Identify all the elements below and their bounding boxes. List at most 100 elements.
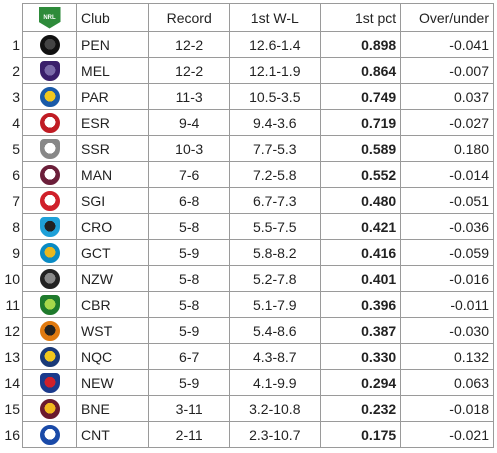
first-wl-value: 5.4-8.6	[228, 317, 321, 344]
over-under-value: -0.011	[400, 291, 494, 318]
record-value: 5-8	[148, 265, 230, 292]
over-under-value: -0.059	[400, 239, 494, 266]
bulldog-icon	[39, 424, 60, 445]
rank-number: 5	[12, 140, 20, 157]
team-logo-cell	[21, 83, 78, 110]
team-logo-cell	[21, 109, 78, 136]
over-under-value: 0.180	[400, 135, 494, 162]
knight-icon	[39, 372, 60, 393]
first-wl-value: 12.1-1.9	[228, 57, 321, 84]
header-over-under: Over/under	[400, 3, 494, 32]
club-code: GCT	[76, 239, 150, 266]
first-wl-value: 7.7-5.3	[228, 135, 321, 162]
sea-eagle-icon	[39, 164, 60, 185]
rank-number: 9	[12, 244, 20, 261]
ladder-table: NRL Club Record 1st W-L 1st pct Over/und…	[21, 3, 494, 448]
shark-icon	[39, 216, 60, 237]
table-row: GCT 5-9 5.8-8.2 0.416 -0.059	[21, 239, 494, 266]
over-under-value: 0.132	[400, 343, 494, 370]
club-code: WST	[76, 317, 150, 344]
table-row: WST 5-9 5.4-8.6 0.387 -0.030	[21, 317, 494, 344]
club-code: PEN	[76, 31, 150, 58]
over-under-value: -0.007	[400, 57, 494, 84]
table-row: MAN 7-6 7.2-5.8 0.552 -0.014	[21, 161, 494, 188]
first-wl-value: 7.2-5.8	[228, 161, 321, 188]
table-row: MEL 12-2 12.1-1.9 0.864 -0.007	[21, 57, 494, 84]
rank-number: 6	[12, 166, 20, 183]
first-pct-value: 0.401	[319, 265, 402, 292]
first-wl-value: 6.7-7.3	[228, 187, 321, 214]
rank-number: 10	[4, 270, 20, 287]
team-logo-cell	[21, 213, 78, 240]
club-code: NZW	[76, 265, 150, 292]
rank-number: 7	[12, 192, 20, 209]
first-pct-value: 0.387	[319, 317, 402, 344]
record-value: 7-6	[148, 161, 230, 188]
club-code: MAN	[76, 161, 150, 188]
record-value: 5-9	[148, 239, 230, 266]
first-pct-value: 0.416	[319, 239, 402, 266]
rabbit-icon	[39, 138, 60, 159]
first-pct-value: 0.864	[319, 57, 402, 84]
over-under-value: -0.027	[400, 109, 494, 136]
over-under-value: -0.036	[400, 213, 494, 240]
record-value: 9-4	[148, 109, 230, 136]
first-pct-value: 0.294	[319, 369, 402, 396]
first-pct-value: 0.749	[319, 83, 402, 110]
club-code: CRO	[76, 213, 150, 240]
rank-number: 1	[12, 36, 20, 53]
club-code: CNT	[76, 421, 150, 448]
header-row: NRL Club Record 1st W-L 1st pct Over/und…	[21, 3, 494, 32]
record-value: 12-2	[148, 57, 230, 84]
rank-number: 15	[4, 400, 20, 417]
record-value: 5-8	[148, 291, 230, 318]
club-code: MEL	[76, 57, 150, 84]
team-logo-cell	[21, 135, 78, 162]
first-wl-value: 5.8-8.2	[228, 239, 321, 266]
first-wl-value: 5.1-7.9	[228, 291, 321, 318]
tiger-icon	[39, 320, 60, 341]
over-under-value: -0.018	[400, 395, 494, 422]
raider-icon	[39, 294, 60, 315]
titan-icon	[39, 242, 60, 263]
team-logo-cell	[21, 57, 78, 84]
bronco-icon	[39, 398, 60, 419]
team-logo-cell	[21, 395, 78, 422]
first-pct-value: 0.898	[319, 31, 402, 58]
header-first-wl: 1st W-L	[228, 3, 321, 32]
table-row: BNE 3-11 3.2-10.8 0.232 -0.018	[21, 395, 494, 422]
record-value: 3-11	[148, 395, 230, 422]
over-under-value: -0.021	[400, 421, 494, 448]
record-value: 6-8	[148, 187, 230, 214]
rooster-icon	[39, 112, 60, 133]
warrior-icon	[39, 268, 60, 289]
first-pct-value: 0.480	[319, 187, 402, 214]
rank-number: 4	[12, 114, 20, 131]
first-pct-value: 0.232	[319, 395, 402, 422]
table-row: NEW 5-9 4.1-9.9 0.294 0.063	[21, 369, 494, 396]
nrl-logo-icon: NRL	[38, 6, 61, 29]
first-pct-value: 0.589	[319, 135, 402, 162]
over-under-value: 0.037	[400, 83, 494, 110]
club-code: BNE	[76, 395, 150, 422]
record-value: 5-9	[148, 369, 230, 396]
first-wl-value: 12.6-1.4	[228, 31, 321, 58]
table-row: NZW 5-8 5.2-7.8 0.401 -0.016	[21, 265, 494, 292]
first-pct-value: 0.396	[319, 291, 402, 318]
rank-number: 16	[4, 426, 20, 443]
first-wl-value: 2.3-10.7	[228, 421, 321, 448]
first-wl-value: 4.3-8.7	[228, 343, 321, 370]
first-wl-value: 5.5-7.5	[228, 213, 321, 240]
first-pct-value: 0.175	[319, 421, 402, 448]
club-code: NQC	[76, 343, 150, 370]
team-logo-cell	[21, 265, 78, 292]
dragon-icon	[39, 190, 60, 211]
header-first-pct: 1st pct	[319, 3, 402, 32]
team-logo-cell	[21, 291, 78, 318]
over-under-value: -0.051	[400, 187, 494, 214]
rank-number: 12	[4, 322, 20, 339]
record-value: 10-3	[148, 135, 230, 162]
header-logo-cell: NRL	[21, 3, 78, 32]
over-under-value: -0.041	[400, 31, 494, 58]
